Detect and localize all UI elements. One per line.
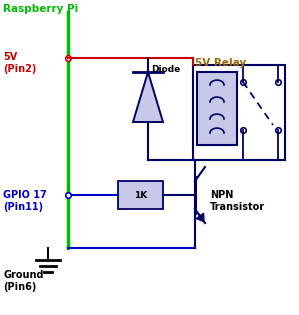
Text: Diode: Diode	[151, 65, 180, 74]
Polygon shape	[133, 72, 163, 122]
FancyArrow shape	[196, 213, 204, 221]
Text: Raspberry Pi: Raspberry Pi	[3, 4, 78, 14]
Bar	[197, 72, 237, 145]
Text: Ground
(Pin6): Ground (Pin6)	[3, 270, 43, 292]
Text: 5V
(Pin2): 5V (Pin2)	[3, 52, 36, 74]
Bar	[193, 65, 285, 160]
Text: NPN
Transistor: NPN Transistor	[210, 190, 265, 212]
Text: 5V Relay: 5V Relay	[195, 58, 246, 68]
Bar	[118, 181, 163, 209]
Text: GPIO 17
(Pin11): GPIO 17 (Pin11)	[3, 190, 47, 212]
Text: 1K: 1K	[134, 191, 147, 200]
